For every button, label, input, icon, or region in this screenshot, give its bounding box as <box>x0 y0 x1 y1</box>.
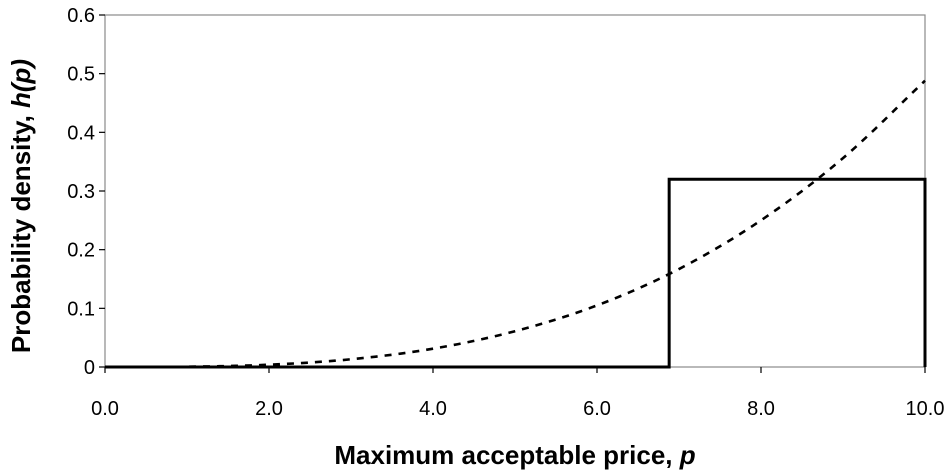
y-tick-label: 0.3 <box>67 181 95 203</box>
y-axis-ticks: 0 0.1 0.2 0.3 0.4 0.5 0.6 <box>67 5 105 379</box>
x-tick-label: 4.0 <box>419 398 447 420</box>
x-tick-label: 10.0 <box>906 398 945 420</box>
y-tick-label: 0.5 <box>67 64 95 86</box>
series-dashed-line <box>104 79 926 369</box>
x-axis-ticks: 0.0 2.0 4.0 6.0 8.0 10.0 <box>91 367 944 420</box>
x-tick-label: 2.0 <box>255 398 283 420</box>
y-tick-label: 0 <box>84 357 95 379</box>
series-solid-line <box>105 177 927 369</box>
y-tick-label: 0.1 <box>67 298 95 320</box>
y-axis-title-variable: h(p) <box>6 59 36 108</box>
x-axis-title-text: Maximum acceptable price, <box>334 440 679 470</box>
y-axis-title: Probability density, h(p) <box>6 59 36 353</box>
y-tick-label: 0.6 <box>67 5 95 27</box>
x-tick-label: 8.0 <box>747 398 775 420</box>
x-tick-label: 6.0 <box>583 398 611 420</box>
y-tick-label: 0.2 <box>67 240 95 262</box>
x-tick-label: 0.0 <box>91 398 119 420</box>
y-axis-title-text: Probability density, <box>6 108 36 353</box>
x-axis-title: Maximum acceptable price, p <box>334 440 695 470</box>
series-layer <box>104 79 927 369</box>
y-tick-label: 0.4 <box>67 122 95 144</box>
x-axis-title-variable: p <box>679 440 696 470</box>
